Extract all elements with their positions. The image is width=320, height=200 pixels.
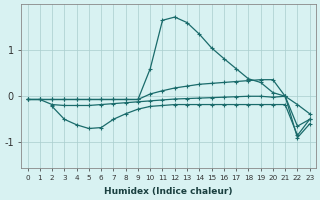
X-axis label: Humidex (Indice chaleur): Humidex (Indice chaleur) <box>104 187 233 196</box>
